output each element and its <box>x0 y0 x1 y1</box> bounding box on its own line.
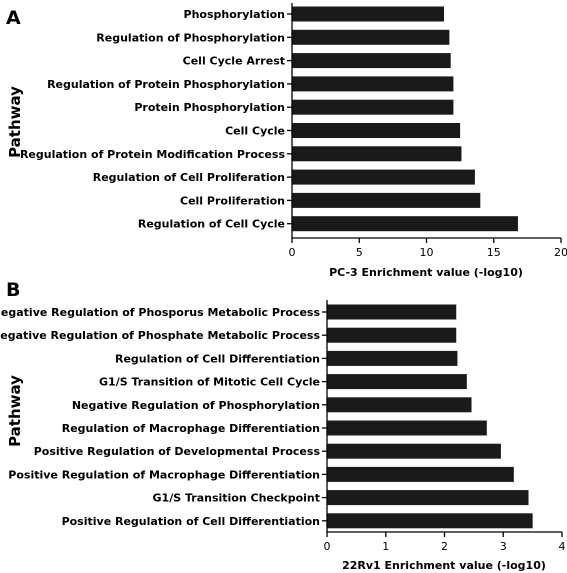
category-label: Negative Regulation of Phosphorylation <box>72 399 320 412</box>
panel-letter: B <box>6 279 20 301</box>
panel-letter: A <box>6 7 21 29</box>
category-label: G1/S Transition Checkpoint <box>153 492 320 505</box>
x-tick-label: 3 <box>500 540 507 553</box>
x-axis-label: PC-3 Enrichment value (-log10) <box>329 266 523 279</box>
category-label: Positive Regulation of Developmental Pro… <box>34 445 321 458</box>
bar <box>327 304 457 320</box>
bar <box>292 99 454 115</box>
category-label: Positive Regulation of Macrophage Differ… <box>8 468 320 481</box>
x-tick-label: 0 <box>289 246 296 259</box>
x-tick-label: 2 <box>441 540 448 553</box>
x-tick-label: 15 <box>487 246 501 259</box>
category-label: Regulation of Macrophage Differentiation <box>62 422 320 435</box>
bar <box>327 350 458 366</box>
bar <box>292 192 481 208</box>
category-label: Regulation of Cell Proliferation <box>93 171 285 184</box>
bar <box>292 216 518 232</box>
category-label: Cell Proliferation <box>180 194 285 207</box>
bar <box>327 443 501 459</box>
category-label: Regulation of Cell Differentiation <box>115 352 320 365</box>
x-tick-label: 0 <box>324 540 331 553</box>
bar <box>327 327 457 343</box>
x-tick-label: 1 <box>382 540 389 553</box>
bar <box>292 146 462 162</box>
bar <box>292 123 461 138</box>
x-tick-label: 5 <box>356 246 363 259</box>
x-tick-label: 20 <box>554 246 567 259</box>
x-axis-label: 22Rv1 Enrichment value (-log10) <box>342 559 546 572</box>
category-label: Regulation of Protein Phosphorylation <box>47 78 285 91</box>
category-label: Negative Regulation of Phosphate Metabol… <box>0 329 320 342</box>
bar <box>292 6 444 22</box>
category-label: Regulation of Phosphorylation <box>96 31 285 44</box>
category-label: Negative Regulation of Phosporus Metabol… <box>0 306 320 319</box>
x-tick-label: 10 <box>420 246 434 259</box>
panel-a: A Pathway Phosphorylation Regulation of Pho… <box>6 3 567 279</box>
bar <box>327 490 529 506</box>
bar <box>327 397 472 413</box>
x-tick-label: 4 <box>559 540 566 553</box>
bar <box>292 76 454 92</box>
y-axis-label: Pathway <box>6 375 24 447</box>
category-label: Protein Phosphorylation <box>134 101 285 114</box>
category-label: Cell Cycle Arrest <box>183 55 285 68</box>
bar <box>327 466 514 482</box>
bar <box>292 29 450 45</box>
bar <box>292 169 475 185</box>
y-axis-label: Pathway <box>6 86 24 158</box>
category-label: G1/S Transition of Mitotic Cell Cycle <box>99 376 320 389</box>
bar <box>327 420 487 436</box>
panel-b: B Pathway Negative Regulation of Phosporus… <box>0 279 566 572</box>
category-label: Regulation of Protein Modification Proce… <box>20 148 286 161</box>
category-label: Regulation of Cell Cycle <box>138 218 285 231</box>
bar <box>327 513 533 529</box>
category-label: Positive Regulation of Cell Differentiat… <box>62 515 320 528</box>
category-label: Cell Cycle <box>225 125 285 138</box>
category-label: Phosphorylation <box>184 8 285 21</box>
bar <box>292 53 451 69</box>
bar <box>327 374 467 390</box>
